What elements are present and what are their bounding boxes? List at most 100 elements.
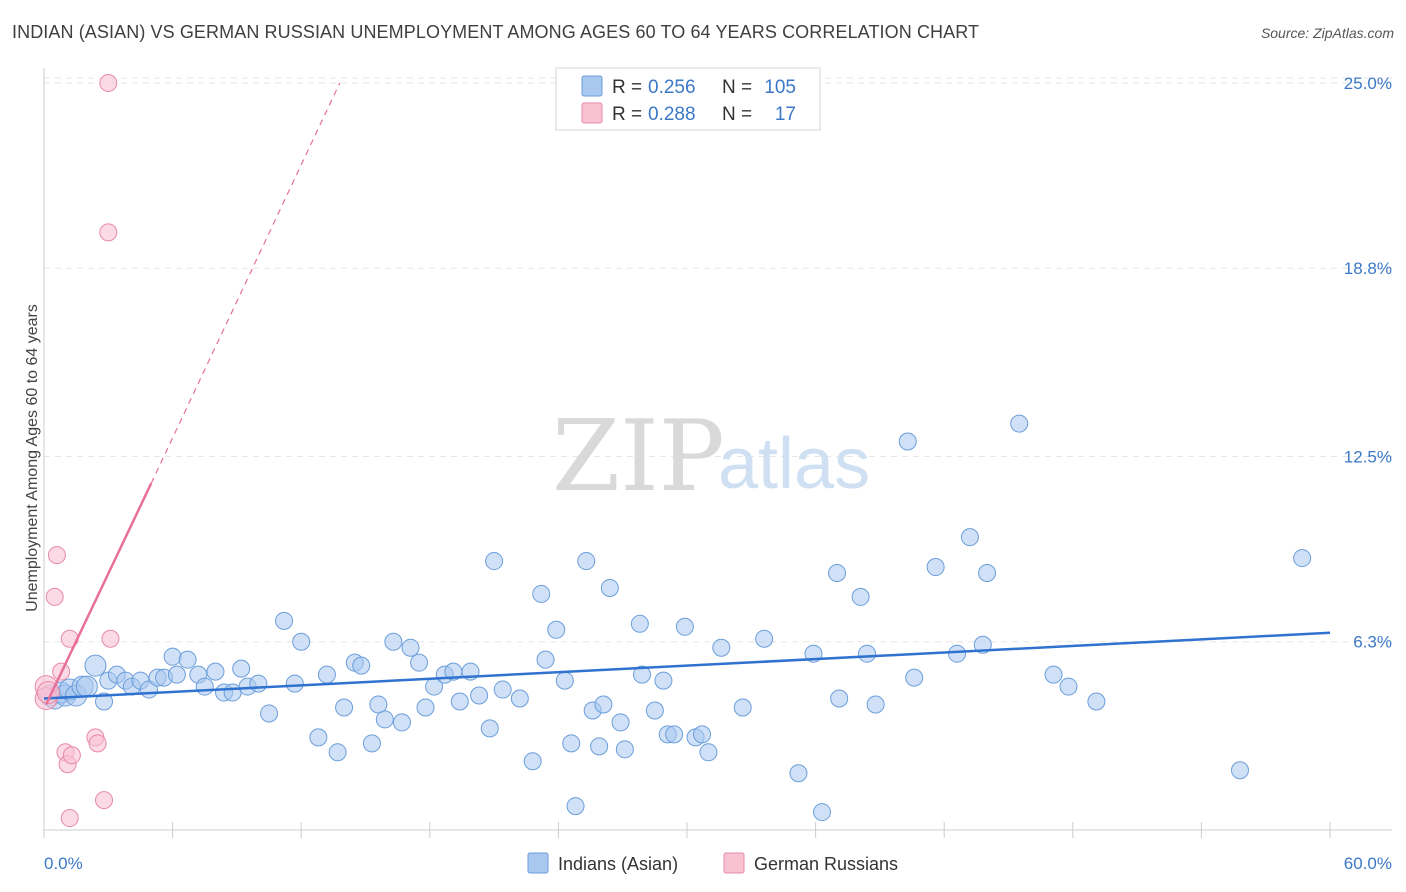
point-indians-60 — [547, 620, 566, 639]
point-indians-101 — [1087, 692, 1106, 711]
x-axis-ticks — [43, 822, 1331, 838]
point-indians-41 — [375, 710, 394, 729]
point-indians-18 — [163, 647, 182, 666]
point-indians-71 — [632, 665, 651, 684]
point-indians-23 — [206, 662, 225, 681]
point-indians-86 — [828, 564, 847, 583]
point-german-russians-3 — [45, 587, 64, 606]
point-indians-69 — [615, 740, 634, 759]
x-tick-label-min: 0.0% — [44, 854, 83, 873]
point-indians-30 — [275, 611, 294, 630]
x-tick-label-max: 60.0% — [1344, 854, 1392, 873]
bottom-legend-label-indians: Indians (Asian) — [558, 854, 678, 874]
point-indians-79 — [699, 743, 718, 762]
point-german-russians-9 — [62, 746, 81, 765]
point-indians-88 — [851, 587, 870, 606]
point-indians-39 — [362, 734, 381, 753]
point-indians-19 — [167, 665, 186, 684]
point-indians-36 — [335, 698, 354, 717]
point-indians-90 — [866, 695, 885, 714]
legend-r-value-german-russians: 0.288 — [648, 104, 696, 125]
point-indians-56 — [510, 689, 529, 708]
point-indians-104 — [566, 797, 585, 816]
point-indians-59 — [536, 650, 555, 669]
y-tick-labels: 6.3% 12.5% 18.8% 25.0% — [1344, 74, 1392, 652]
legend-n-value-indians: 105 — [764, 77, 796, 98]
legend-n-label-german-russians: N = — [722, 104, 752, 125]
legend-r-label-indians: R = — [612, 77, 642, 98]
point-indians-82 — [755, 629, 774, 648]
bottom-legend-label-german-russians: German Russians — [754, 854, 898, 874]
point-indians-55 — [493, 680, 512, 699]
point-indians-62 — [562, 734, 581, 753]
point-german-russians-16 — [60, 809, 79, 828]
point-german-russians-13 — [101, 629, 120, 648]
point-indians-68 — [611, 713, 630, 732]
point-indians-35 — [328, 743, 347, 762]
point-indians-92 — [905, 668, 924, 687]
point-indians-61 — [555, 671, 574, 690]
point-german-russians-12 — [95, 791, 114, 810]
point-indians-22 — [195, 677, 214, 696]
point-indians-58 — [532, 584, 551, 603]
point-indians-103 — [1293, 549, 1312, 568]
point-indians-65 — [590, 737, 609, 756]
legend-bottom: Indians (Asian) German Russians — [527, 852, 898, 874]
point-indians-102 — [1230, 761, 1249, 780]
point-indians-40 — [369, 695, 388, 714]
point-indians-93 — [926, 558, 945, 577]
y-tick-label-2: 18.8% — [1344, 259, 1392, 278]
point-indians-83 — [789, 764, 808, 783]
point-indians-72 — [645, 701, 664, 720]
point-indians-32 — [292, 632, 311, 651]
point-indians-25 — [223, 683, 242, 702]
gridlines — [44, 77, 1392, 643]
point-indians-53 — [480, 719, 499, 738]
y-tick-label-3: 25.0% — [1344, 74, 1392, 93]
point-indians-95 — [960, 528, 979, 547]
point-indians-7 — [75, 675, 98, 698]
point-indians-52 — [470, 686, 489, 705]
point-indians-98 — [1010, 414, 1029, 433]
point-indians-97 — [978, 564, 997, 583]
point-indians-28 — [249, 674, 268, 693]
point-indians-89 — [858, 644, 877, 663]
point-indians-94 — [948, 644, 967, 663]
point-indians-73 — [654, 671, 673, 690]
point-indians-20 — [178, 650, 197, 669]
point-indians-42 — [384, 632, 403, 651]
point-indians-8 — [84, 654, 107, 677]
point-indians-80 — [712, 638, 731, 657]
point-indians-76 — [675, 617, 694, 636]
bottom-legend-swatch-german-russians — [723, 852, 745, 874]
point-indians-50 — [450, 692, 469, 711]
point-indians-78 — [693, 725, 712, 744]
y-tick-label-1: 12.5% — [1344, 447, 1392, 466]
point-german-russians-14 — [99, 223, 118, 242]
point-indians-81 — [733, 698, 752, 717]
point-indians-87 — [830, 689, 849, 708]
legend-n-value-german-russians: 17 — [775, 104, 796, 125]
trendline-indians-asian — [43, 631, 1331, 700]
legend-top: R = 0.256 N = 105 R = 0.288 N = 17 — [555, 67, 821, 131]
y-tick-label-0: 6.3% — [1353, 633, 1392, 652]
legend-swatch-german-russians — [581, 102, 603, 124]
point-indians-66 — [594, 695, 613, 714]
series-german-russians-points — [34, 73, 120, 828]
trendline-german-russians-extrapolated — [150, 82, 341, 484]
point-indians-70 — [630, 614, 649, 633]
point-indians-45 — [410, 653, 429, 672]
watermark-atlas: atlas — [718, 424, 870, 504]
point-indians-33 — [309, 728, 328, 747]
point-indians-100 — [1059, 677, 1078, 696]
point-indians-67 — [600, 578, 619, 597]
legend-r-value-indians: 0.256 — [648, 77, 696, 98]
source-label: Source: ZipAtlas.com — [1260, 25, 1394, 41]
point-indians-46 — [416, 698, 435, 717]
point-indians-29 — [260, 704, 279, 723]
y-axis-label: Unemployment Among Ages 60 to 64 years — [24, 304, 41, 612]
legend-r-label-german-russians: R = — [612, 104, 642, 125]
point-indians-43 — [392, 713, 411, 732]
point-indians-9 — [95, 692, 114, 711]
